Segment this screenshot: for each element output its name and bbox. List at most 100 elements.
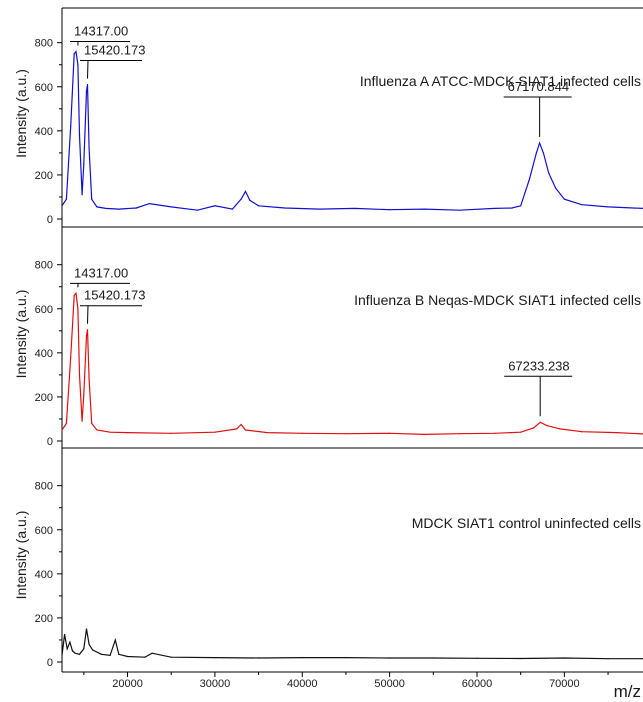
data-point [100, 653, 102, 655]
data-point [74, 652, 76, 654]
data-point [432, 657, 434, 659]
data-point [319, 208, 321, 210]
x-tick-label: 60000 [462, 678, 493, 690]
data-point [607, 206, 609, 208]
data-point [301, 656, 303, 659]
data-point [458, 433, 461, 435]
data-point [61, 429, 63, 431]
data-point [539, 142, 541, 144]
data-point [458, 209, 461, 211]
peak-label: 14317.00 [74, 265, 128, 280]
data-point [91, 422, 93, 424]
y-tick-label: 800 [35, 260, 53, 272]
data-point [389, 209, 391, 211]
data-point [476, 657, 478, 659]
data-point [284, 207, 286, 209]
y-axis-label: Intensity (a.u.) [13, 69, 29, 158]
data-point [109, 654, 111, 656]
data-point [65, 422, 67, 424]
y-tick-label: 200 [35, 170, 53, 182]
data-point [581, 204, 583, 206]
peak-label: 14317.00 [74, 23, 128, 38]
data-point [423, 433, 426, 435]
panel-annotation: MDCK SIAT1 control uninfected cells [412, 515, 641, 531]
data-point [114, 639, 116, 641]
data-point [244, 429, 247, 431]
data-point [535, 152, 538, 154]
data-point [616, 432, 618, 434]
data-point [389, 432, 391, 434]
data-point [77, 308, 79, 310]
data-point [78, 374, 81, 376]
y-tick-label: 0 [47, 436, 53, 448]
y-tick-label: 600 [35, 525, 53, 537]
data-point [266, 432, 268, 434]
y-tick-label: 600 [35, 304, 53, 316]
data-point [91, 198, 93, 200]
data-point [170, 656, 172, 658]
data-point [528, 178, 531, 180]
panel-annotation: Influenza A ATCC-MDCK SIAT1 infected cel… [360, 73, 641, 89]
data-point [88, 147, 90, 150]
data-point [244, 190, 247, 193]
data-point [563, 657, 565, 659]
data-point [96, 206, 98, 208]
data-point [83, 648, 85, 650]
data-point [542, 152, 545, 154]
data-point [105, 207, 107, 210]
data-point [85, 334, 88, 336]
data-point [77, 64, 79, 66]
data-point [61, 654, 63, 656]
peak-label: 67233.238 [508, 358, 569, 373]
data-point [257, 205, 260, 207]
data-point [70, 125, 72, 128]
data-point [91, 649, 94, 651]
panel-annotation: Influenza B Neqas-MDCK SIAT1 infected ce… [354, 292, 641, 308]
y-axis-label: Intensity (a.u.) [13, 290, 29, 379]
data-point [109, 431, 111, 433]
x-axis-label: m/z [614, 682, 641, 701]
data-point [546, 424, 548, 427]
data-point [148, 202, 150, 205]
data-point [493, 432, 496, 434]
x-tick-label: 40000 [287, 678, 318, 690]
data-point [520, 431, 522, 433]
data-point [559, 428, 561, 430]
data-point [66, 648, 68, 650]
data-point [240, 198, 242, 200]
data-point [73, 53, 75, 55]
data-point [85, 90, 88, 92]
x-tick-label: 30000 [200, 678, 231, 690]
data-point [73, 294, 75, 297]
data-point [389, 657, 391, 659]
data-point [555, 187, 557, 189]
y-tick-label: 400 [35, 569, 53, 581]
y-axis-label: Intensity (a.u.) [13, 511, 29, 600]
data-point [236, 428, 238, 430]
data-point [78, 653, 81, 655]
data-point [96, 429, 98, 431]
data-point [118, 653, 120, 655]
y-tick-label: 400 [35, 126, 53, 138]
data-point [81, 194, 83, 196]
data-point [71, 650, 74, 652]
data-point [64, 633, 66, 636]
data-point [423, 208, 426, 210]
y-tick-label: 200 [35, 613, 53, 625]
data-point [70, 356, 72, 358]
data-point [257, 657, 260, 659]
data-point [214, 431, 216, 433]
y-tick-label: 600 [35, 82, 53, 94]
data-point [126, 432, 129, 434]
peak-label: 15420.173 [84, 43, 145, 58]
data-point [520, 205, 522, 207]
peak-label: 15420.173 [84, 288, 145, 303]
data-point [69, 641, 71, 643]
data-point [75, 292, 77, 294]
data-point [533, 427, 535, 429]
data-point [170, 206, 172, 208]
y-tick-label: 800 [35, 481, 53, 493]
data-point [231, 208, 233, 210]
data-point [126, 655, 129, 658]
